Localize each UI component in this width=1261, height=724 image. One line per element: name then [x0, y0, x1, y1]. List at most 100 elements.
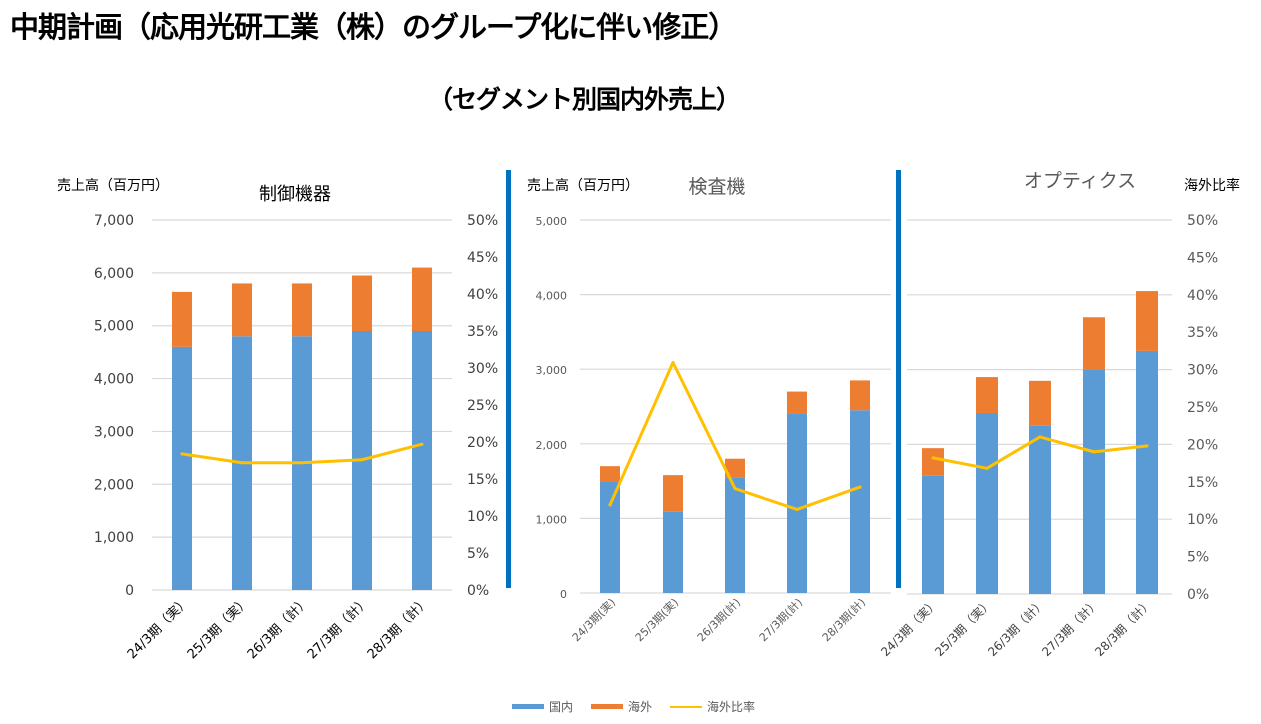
chart3-y2-tick-label: 40%	[1187, 288, 1218, 304]
chart3-bar-domestic	[922, 475, 944, 594]
chart1-y-tick-label: 2,000	[94, 477, 134, 493]
chart2-ratio-point	[608, 503, 612, 507]
legend-swatch-domestic	[512, 704, 544, 709]
chart3-bar-domestic	[1029, 425, 1051, 594]
chart2-bar-domestic	[850, 410, 870, 593]
chart2-ratio-point	[671, 360, 675, 364]
chart2-bar-domestic	[725, 477, 745, 593]
chart3-ratio-point	[1038, 435, 1042, 439]
chart3-bar-overseas	[1083, 317, 1105, 370]
chart2-ratio-point	[795, 507, 799, 511]
chart3-y2-tick-label: 35%	[1187, 325, 1218, 341]
chart3-bar-overseas	[1136, 291, 1158, 351]
chart2-y-tick-label: 1,000	[536, 513, 568, 526]
divider-2	[896, 170, 901, 588]
chart1-y2-tick-label: 50%	[467, 213, 498, 229]
chart3-bar-domestic	[1136, 350, 1158, 594]
chart3-title: オプティクス	[1024, 170, 1136, 192]
chart3-y2-tick-label: 45%	[1187, 250, 1218, 266]
chart2-y-tick-label: 4,000	[536, 290, 568, 303]
chart2-y-tick-label: 0	[560, 588, 567, 601]
chart2-bar-domestic	[663, 511, 683, 593]
chart2-category-label: 27/3期(計)	[756, 595, 805, 644]
chart2-bar-overseas	[787, 391, 807, 414]
chart1-y-tick-label: 6,000	[94, 266, 134, 282]
chart2-ratio-point	[858, 485, 862, 489]
chart1-y2-tick-label: 45%	[467, 250, 498, 266]
chart1-y-tick-label: 4,000	[94, 372, 134, 388]
chart3-category-label: 28/3期（計）	[1092, 596, 1156, 660]
chart2-bar-domestic	[787, 413, 807, 593]
chart3-ratio-point	[1092, 450, 1096, 454]
chart1-category-label: 25/3期（実）	[184, 594, 253, 663]
chart3-bar-overseas	[1029, 380, 1051, 426]
chart2-ratio-point	[733, 487, 737, 491]
chart2-ylabel: 売上高（百万円）	[527, 177, 639, 194]
legend-swatch-ratio	[670, 705, 703, 708]
chart1-bar-overseas	[172, 291, 192, 347]
chart3-bar-overseas	[976, 377, 998, 413]
chart1-ratio-point	[420, 442, 424, 446]
chart3-y2label: 海外比率	[1184, 177, 1240, 194]
chart1-y2-tick-label: 5%	[467, 546, 489, 562]
chart2-bar-domestic	[600, 481, 620, 593]
chart2-category-label: 28/3期(計)	[819, 595, 868, 644]
chart3-y2-tick-label: 10%	[1187, 512, 1218, 528]
page-title: 中期計画（応用光研工業（株）のグループ化に伴い修正）	[10, 10, 737, 44]
chart1-ratio-point	[360, 458, 364, 462]
chart1-ratio-point	[180, 452, 184, 456]
chart1-y-tick-label: 1,000	[94, 530, 134, 546]
chart1-y-tick-label: 0	[125, 583, 134, 599]
chart3-bar-overseas	[922, 448, 944, 476]
chart1-title: 制御機器	[259, 184, 331, 205]
chart1-bar-overseas	[412, 267, 432, 331]
chart1-y2-tick-label: 0%	[467, 583, 489, 599]
chart3-y2-tick-label: 5%	[1187, 550, 1209, 566]
chart2-y-tick-label: 2,000	[536, 439, 568, 452]
chart1-bar-domestic	[412, 331, 432, 590]
chart1-y-tick-label: 7,000	[94, 213, 134, 229]
chart1-category-label: 28/3期（計）	[364, 594, 433, 663]
chart1-ratio-point	[300, 461, 304, 465]
chart3-bar-domestic	[1083, 369, 1105, 594]
chart2-bar-overseas	[663, 475, 683, 512]
chart1-bar-overseas	[292, 283, 312, 337]
chart2-y-tick-label: 5,000	[536, 215, 568, 228]
legend-item-domestic: 国内	[512, 698, 573, 715]
legend-item-overseas: 海外	[591, 698, 652, 715]
chart3-ratio-point	[1145, 444, 1149, 448]
chart2-title: 検査機	[688, 176, 745, 198]
chart3-ratio-point	[931, 456, 935, 460]
chart1-y2-tick-label: 35%	[467, 324, 498, 340]
chart1-y2-tick-label: 30%	[467, 361, 498, 377]
chart3-y2-tick-label: 0%	[1187, 587, 1209, 603]
chart3-y2-tick-label: 25%	[1187, 400, 1218, 416]
legend-label-ratio: 海外比率	[707, 700, 756, 714]
chart1-ylabel: 売上高（百万円）	[57, 177, 169, 194]
chart3-y2-tick-label: 15%	[1187, 475, 1218, 491]
chart2-bar-overseas	[850, 380, 870, 411]
chart3-y2-tick-label: 30%	[1187, 363, 1218, 379]
chart1-y2-tick-label: 20%	[467, 435, 498, 451]
chart2-category-label: 25/3期(実)	[632, 595, 681, 644]
legend: 国内 海外 海外比率	[512, 698, 755, 715]
chart1-y-tick-label: 5,000	[94, 319, 134, 335]
chart1-y-tick-label: 3,000	[94, 424, 134, 440]
chart3-bar-domestic	[976, 412, 998, 594]
chart1-category-label: 27/3期（計）	[304, 594, 373, 663]
legend-label-domestic: 国内	[549, 700, 574, 714]
chart2-bar-overseas	[600, 466, 620, 482]
chart1-y2-tick-label: 15%	[467, 472, 498, 488]
chart2-category-label: 24/3期(実)	[569, 595, 618, 644]
legend-swatch-overseas	[591, 704, 624, 709]
chart2-y-tick-label: 3,000	[536, 364, 568, 377]
chart1-ratio-point	[240, 461, 244, 465]
chart1-bar-overseas	[352, 275, 372, 331]
chart2-category-label: 26/3期(計)	[694, 595, 743, 644]
chart1-y2-tick-label: 10%	[467, 509, 498, 525]
chart3-ratio-point	[985, 466, 989, 470]
chart1-y2-tick-label: 25%	[467, 398, 498, 414]
chart3-y2-tick-label: 50%	[1187, 213, 1218, 229]
chart3-y2-tick-label: 20%	[1187, 437, 1218, 453]
legend-item-ratio: 海外比率	[670, 698, 755, 715]
